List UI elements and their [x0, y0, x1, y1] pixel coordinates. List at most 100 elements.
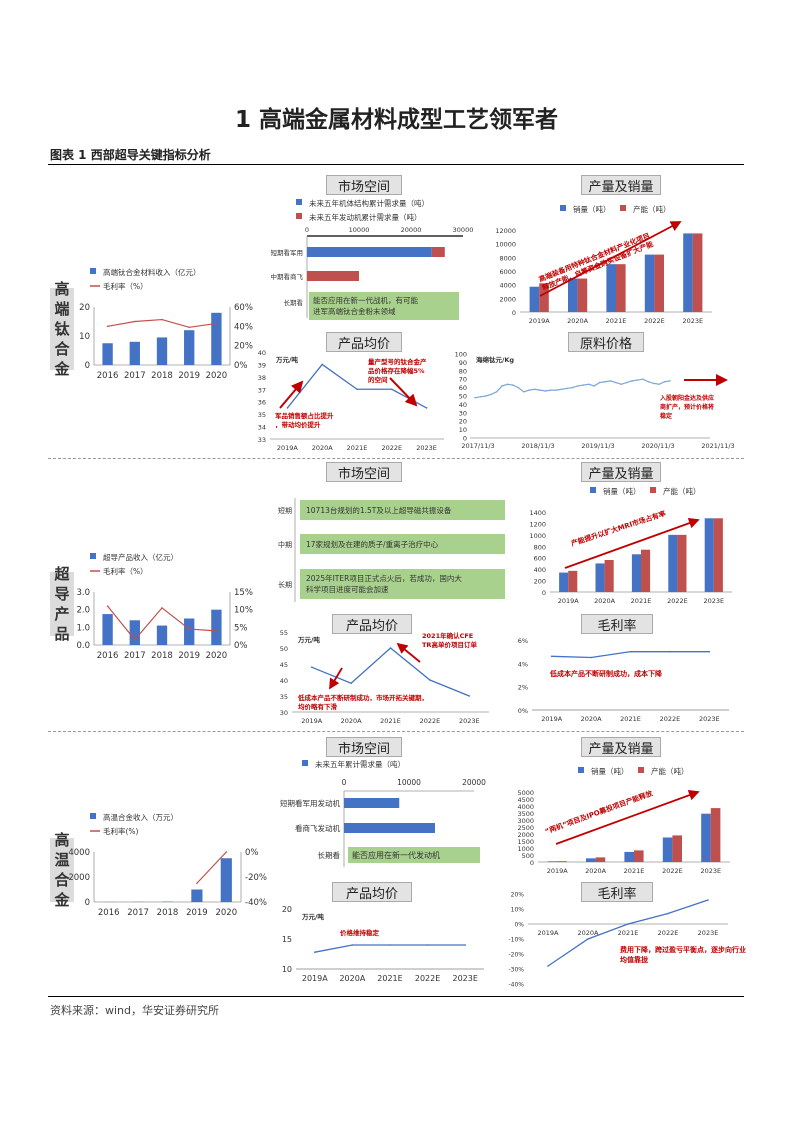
y-tick-label-right: -20%	[245, 873, 267, 883]
bar	[606, 264, 616, 312]
chart-svg: 销量（吨） 产能（吨） 050010001500200025003000350040…	[517, 766, 730, 875]
x-tick-label: 2022E	[644, 317, 665, 325]
line-point	[642, 378, 644, 380]
legend-swatch	[560, 205, 566, 211]
chart-svg: 高温合金收入（万元） 毛利率(%) 0 2000 4000 2016 2017 2018 201…	[68, 812, 267, 918]
y-tick-label-right: 40%	[234, 322, 253, 332]
annotation-text: 能否应用在新一代发动机	[352, 850, 440, 860]
trend-arrow	[564, 517, 700, 569]
annotation-text: 军品销售额占比提升，带动均价提升	[275, 411, 334, 429]
annotation-box	[300, 569, 505, 599]
y-tick-label-right: 0%	[234, 361, 248, 371]
y-tick-label: 10	[79, 332, 90, 342]
y-tick-label: 20	[282, 905, 292, 914]
legend-swatch	[620, 205, 626, 211]
x-tick-label: 2023E	[452, 974, 477, 983]
line-point	[485, 395, 487, 397]
chart-svg: 0% 2% 4% 6% 2019A 2020A 2021E 2022E 2023E 低成本产品不断…	[518, 637, 729, 723]
line-point	[627, 923, 629, 925]
x-tick-label: 2019A	[558, 597, 580, 605]
row-label: 短期	[278, 506, 292, 515]
bar	[559, 572, 569, 592]
y-tick-label: 0%	[518, 707, 528, 715]
y-tick-label: 4000	[68, 848, 90, 858]
x-tick-label: 2020A	[581, 715, 603, 723]
line-point	[389, 944, 391, 946]
y-tick-label-right: 15%	[234, 588, 253, 598]
line-point	[582, 384, 585, 386]
y-tick-label: 600	[534, 555, 546, 563]
y-tick-label: 0.0	[76, 641, 90, 651]
line-point	[225, 851, 228, 853]
y-category-label: 看商飞发动机	[295, 823, 340, 833]
chart-sc-margin: 0% 2% 4% 6% 2019A 2020A 2021E 2022E 2023E 低成本产品不断…	[510, 636, 735, 726]
x-tick-label: 2021E	[618, 929, 639, 937]
annotation-box	[300, 500, 505, 520]
bar	[672, 835, 682, 862]
y-tick-label: 1500	[517, 838, 534, 846]
y-tick-label: 20%	[511, 892, 525, 899]
section-divider-2	[48, 731, 744, 732]
y-tick-label: 38	[258, 374, 266, 382]
section-label-text: 超导产品	[54, 565, 70, 643]
x-tick-label: 10000	[349, 226, 370, 234]
legend-label: 产能（吨）	[663, 486, 701, 496]
line-point	[512, 384, 514, 386]
x-tick-label: 2021E	[620, 715, 641, 723]
y-tick-label: 40	[258, 349, 266, 357]
x-tick-label: 2016	[97, 651, 119, 661]
line-point	[517, 386, 520, 389]
y-tick-label: 0	[542, 589, 546, 597]
y-tick-label: 0	[512, 309, 516, 317]
line-point	[625, 381, 628, 384]
bottom-rule	[48, 996, 744, 997]
line-point	[587, 383, 590, 386]
y-tick-label-right: 20%	[234, 342, 253, 352]
bar	[662, 837, 673, 862]
x-tick-label: 2017	[124, 651, 146, 661]
y-tick-label: 40	[459, 401, 467, 409]
legend-swatch	[590, 487, 596, 493]
y-tick-label: 0	[530, 859, 534, 867]
series-line	[551, 651, 710, 659]
x-tick-label: 2021E	[347, 444, 368, 452]
y-tick-label: 12000	[495, 227, 516, 235]
series-line	[314, 944, 466, 953]
x-tick-label: 30000	[453, 226, 474, 234]
line-point	[528, 389, 530, 391]
text-line: 品价格存在降幅5%	[368, 366, 425, 375]
text-line: 的空间	[368, 375, 388, 384]
section-label-text: 高温合金	[54, 831, 70, 909]
y-tick-label: 55	[280, 629, 288, 637]
y-tick-label: -40%	[508, 982, 524, 989]
y-tick-label: 33	[258, 436, 266, 444]
chart-svg: 销量（吨） 产能（吨） 0 2000 4000 6000 8000 10000 12000 201…	[495, 204, 712, 325]
header-s1-raw: 原料价格	[568, 332, 644, 352]
line-point	[550, 655, 553, 658]
text-line: 17家规划及在建的质子/重离子治疗中心	[306, 539, 439, 549]
line-point	[669, 380, 671, 382]
bar	[710, 808, 721, 862]
text-line: TR高单价项目订单	[422, 640, 477, 649]
line-point	[571, 386, 574, 389]
section-label-superconductor: 超导产品	[50, 565, 74, 643]
header-s2-margin: 毛利率	[581, 614, 653, 634]
y-tick-label: 0%	[514, 922, 524, 929]
bar	[129, 341, 140, 365]
header-s2-price: 产品均价	[332, 614, 412, 634]
line-point	[464, 944, 466, 946]
header-s2-market: 市场空间	[326, 462, 402, 482]
x-tick-label: 2022E	[660, 715, 681, 723]
chart-ha-margin: -40% -30% -20% -10% 0% 10% 20% 2019A 2020A 2021E 2…	[498, 890, 746, 990]
chart-svg: 未来五年机体结构累计需求量（吨） 未来五年发动机累计需求量（吨）0 10000 200…	[271, 198, 474, 320]
x-tick-label: 20000	[401, 226, 422, 234]
x-tick-label: 2019	[178, 371, 200, 381]
bar	[701, 813, 711, 862]
header-s1-market: 市场空间	[326, 175, 402, 195]
x-tick-label: 2019A	[547, 867, 569, 875]
annotation-text: 入股朝阳金达及供应商扩产，预计价格将稳定	[659, 394, 714, 420]
bar	[102, 343, 113, 365]
text-line: 低成本产品不断研制成功，市场开拓关键期，	[297, 693, 428, 702]
trend-arrow	[555, 790, 700, 845]
y-tick-label: 2000	[499, 295, 516, 303]
